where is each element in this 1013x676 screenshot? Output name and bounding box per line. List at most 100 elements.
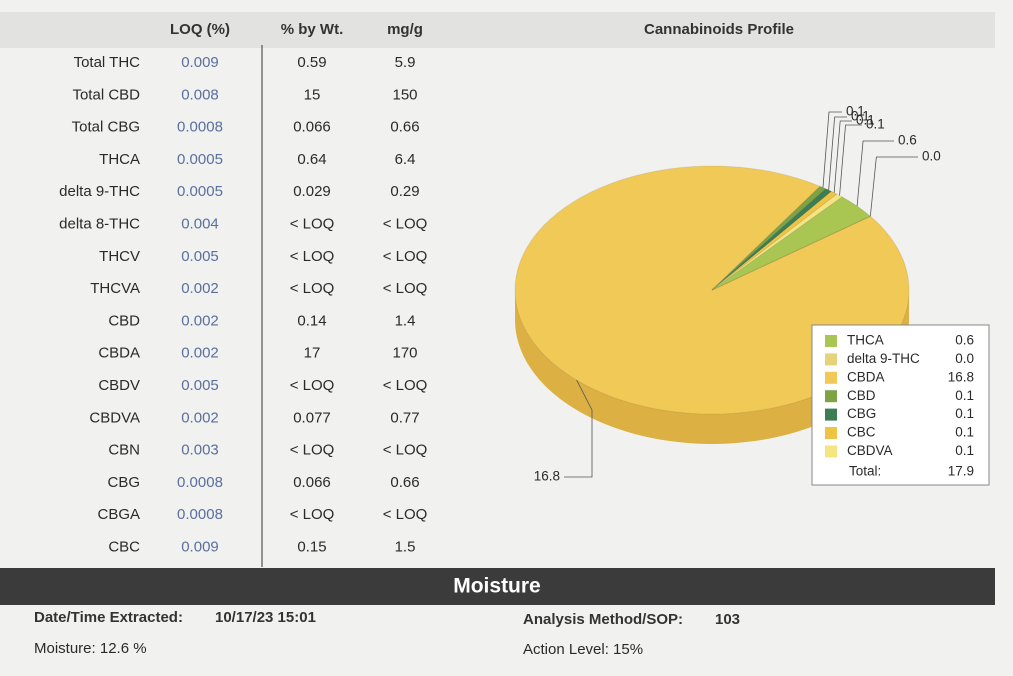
- pie-slice: [711, 185, 827, 291]
- cell: 0.002: [181, 345, 219, 362]
- cell: 0.029: [293, 183, 331, 200]
- cell: 0.0005: [177, 183, 223, 200]
- column-header: mg/g: [387, 21, 423, 38]
- row-name: delta 8-THC: [59, 215, 140, 232]
- cell: 6.4: [395, 151, 416, 168]
- legend-label: THCA: [847, 333, 884, 348]
- cell: < LOQ: [290, 377, 335, 394]
- callout-label: 16.8: [534, 469, 560, 484]
- cell: < LOQ: [290, 248, 335, 265]
- legend-total-label: Total:: [849, 464, 881, 479]
- legend-value: 0.1: [955, 425, 974, 440]
- callout-label: 0.1: [846, 104, 865, 119]
- callout-label: 0.0: [922, 149, 941, 164]
- cell: < LOQ: [383, 280, 428, 297]
- field-text: Action Level: 15%: [523, 641, 643, 658]
- cell: 0.0008: [177, 119, 223, 136]
- cell: 0.66: [390, 119, 419, 136]
- legend-label: CBC: [847, 425, 876, 440]
- cell: < LOQ: [383, 215, 428, 232]
- callout-label: 0.6: [898, 133, 917, 148]
- legend-label: CBDVA: [847, 443, 893, 458]
- section-title: Moisture: [453, 575, 541, 598]
- legend-value: 0.1: [955, 388, 974, 403]
- cell: 0.14: [297, 312, 326, 329]
- callout-line: [822, 111, 842, 188]
- legend-total: 17.9: [948, 464, 974, 479]
- cell: < LOQ: [290, 442, 335, 459]
- cell: 0.003: [181, 442, 219, 459]
- cell: < LOQ: [383, 377, 428, 394]
- legend-swatch: [825, 427, 837, 439]
- cell: 0.0005: [177, 151, 223, 168]
- cell: 0.066: [293, 474, 331, 491]
- callout-line: [869, 156, 918, 217]
- cell: < LOQ: [290, 215, 335, 232]
- cell: < LOQ: [290, 506, 335, 523]
- legend-value: 0.1: [955, 443, 974, 458]
- legend-box: [811, 324, 990, 486]
- cell: 0.009: [181, 538, 219, 555]
- row-name: THCA: [99, 151, 140, 168]
- cell: 0.008: [181, 86, 219, 103]
- cell: 0.66: [390, 474, 419, 491]
- callout-line: [833, 120, 852, 193]
- field-text: Moisture: 12.6 %: [34, 640, 147, 657]
- section-bar: [0, 568, 995, 605]
- cell: 0.29: [390, 183, 419, 200]
- row-name: CBG: [107, 474, 140, 491]
- chart-title: Cannabinoids Profile: [644, 21, 794, 38]
- callout-line: [564, 379, 593, 478]
- callout-line: [839, 124, 862, 196]
- legend-swatch: [825, 353, 837, 366]
- cell: 0.002: [181, 312, 219, 329]
- callout-line: [828, 116, 847, 191]
- cell: 0.0008: [177, 474, 223, 491]
- legend-label: CBDA: [847, 369, 885, 384]
- row-name: CBGA: [97, 506, 140, 523]
- cell: 0.59: [297, 54, 326, 71]
- legend-swatch: [825, 445, 837, 458]
- row-name: delta 9-THC: [59, 183, 140, 200]
- cell: 1.4: [395, 312, 416, 329]
- cell: 15: [304, 86, 321, 103]
- row-name: THCV: [99, 248, 140, 265]
- cell: 17: [304, 345, 321, 362]
- callout-label: 0.1: [851, 109, 870, 124]
- callout-label: 0.1: [856, 113, 875, 128]
- legend-value: 0.6: [955, 333, 974, 348]
- legend-label: CBG: [847, 406, 876, 421]
- row-name: Total CBD: [72, 86, 140, 103]
- cell: 0.002: [181, 280, 219, 297]
- field-value: 10/17/23 15:01: [215, 609, 316, 626]
- cell: 170: [392, 345, 417, 362]
- field-label: Date/Time Extracted:: [34, 609, 183, 626]
- cell: 0.066: [293, 119, 331, 136]
- cell: 0.77: [390, 409, 419, 426]
- field-value: 103: [715, 611, 740, 628]
- callout-line: [856, 140, 894, 207]
- column-header: LOQ (%): [170, 21, 230, 38]
- row-name: CBC: [108, 538, 140, 555]
- cell: 5.9: [395, 54, 416, 71]
- row-name: Total CBG: [72, 119, 140, 136]
- row-name: THCVA: [90, 280, 140, 297]
- cell: 0.004: [181, 215, 219, 232]
- legend-label: delta 9-THC: [847, 351, 920, 366]
- row-name: CBD: [108, 312, 140, 329]
- legend-swatch: [825, 408, 837, 421]
- pie-slice: [711, 188, 833, 291]
- pie-chart: 16.8 0.10.10.10.1 0.6 0.0: [514, 104, 941, 484]
- cell: 0.64: [297, 151, 326, 168]
- cell: < LOQ: [383, 506, 428, 523]
- cell: 0.009: [181, 54, 219, 71]
- cell: 0.002: [181, 409, 219, 426]
- cell: 0.0008: [177, 506, 223, 523]
- row-name: CBDA: [98, 345, 140, 362]
- cell: 150: [392, 86, 417, 103]
- cell: < LOQ: [290, 280, 335, 297]
- cell: < LOQ: [383, 442, 428, 459]
- cell: 0.15: [297, 538, 326, 555]
